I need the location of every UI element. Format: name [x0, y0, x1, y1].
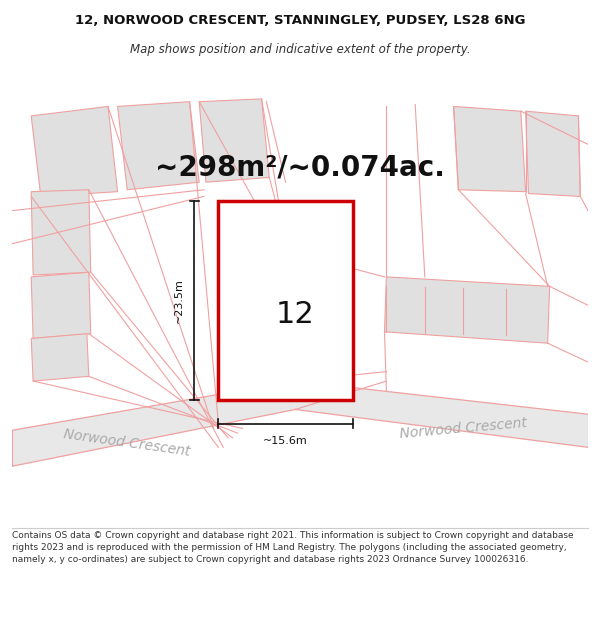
Text: ~298m²/~0.074ac.: ~298m²/~0.074ac. [155, 154, 445, 182]
Polygon shape [31, 272, 91, 339]
Text: 12: 12 [276, 300, 314, 329]
Text: ~15.6m: ~15.6m [263, 436, 308, 446]
Polygon shape [31, 106, 118, 196]
Text: Norwood Crescent: Norwood Crescent [63, 427, 191, 458]
Polygon shape [118, 102, 199, 190]
Text: Map shows position and indicative extent of the property.: Map shows position and indicative extent… [130, 44, 470, 56]
Polygon shape [199, 99, 269, 182]
Text: 12, NORWOOD CRESCENT, STANNINGLEY, PUDSEY, LS28 6NG: 12, NORWOOD CRESCENT, STANNINGLEY, PUDSE… [75, 14, 525, 27]
Text: ~23.5m: ~23.5m [174, 278, 184, 323]
Polygon shape [31, 334, 89, 381]
Polygon shape [526, 111, 580, 196]
Polygon shape [385, 277, 550, 343]
Polygon shape [295, 381, 588, 448]
Text: Contains OS data © Crown copyright and database right 2021. This information is : Contains OS data © Crown copyright and d… [12, 531, 574, 564]
Polygon shape [218, 201, 353, 400]
Polygon shape [31, 190, 91, 275]
Text: Norwood Crescent: Norwood Crescent [399, 416, 527, 441]
Polygon shape [454, 106, 526, 192]
Polygon shape [12, 381, 295, 466]
